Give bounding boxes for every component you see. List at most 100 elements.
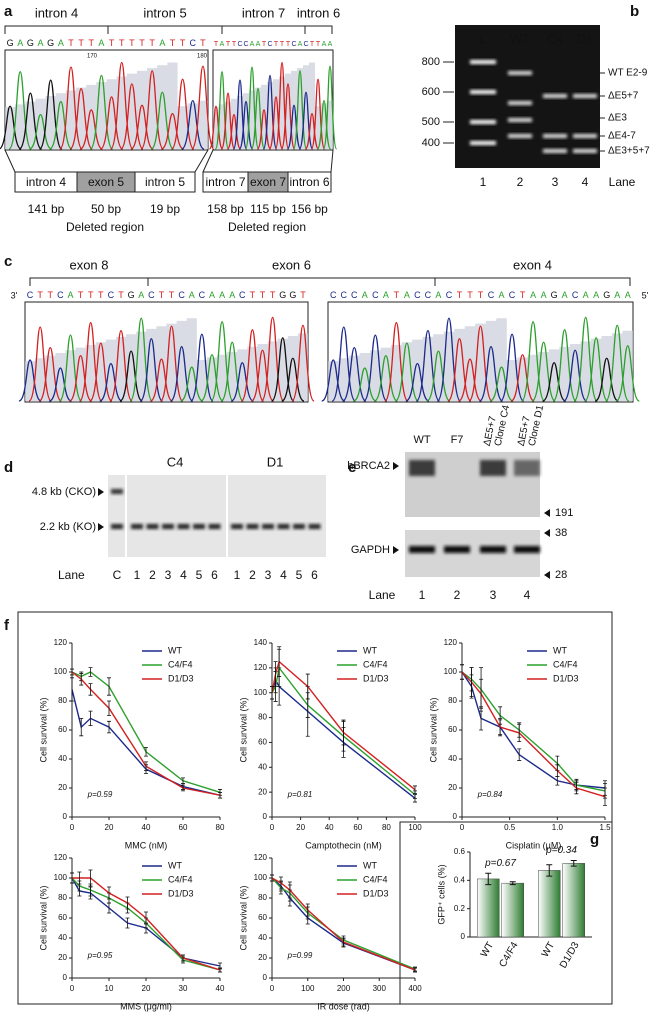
error-bar — [469, 667, 474, 698]
error-bar — [88, 667, 93, 677]
error-bar — [79, 673, 84, 686]
trace-peak — [281, 357, 305, 402]
blot-band — [514, 546, 540, 553]
trace-peak — [226, 113, 242, 150]
trace-peak — [0, 105, 22, 150]
series-line — [71, 877, 221, 971]
trace-peak — [38, 346, 63, 402]
y-tick-label: 120 — [254, 853, 268, 862]
x-axis-label: MMS (μg/ml) — [120, 1001, 172, 1011]
region-size: 141 bp — [28, 202, 65, 216]
x-tick-label: 60 — [353, 823, 362, 832]
y-tick-label: 40 — [58, 933, 67, 942]
lane-header: L — [479, 31, 486, 46]
error-bar — [88, 710, 93, 727]
blot-band — [193, 524, 205, 529]
trace-peak — [373, 354, 398, 402]
trace-peak — [49, 100, 73, 150]
trace-peak — [238, 100, 254, 150]
lane-number: 4 — [582, 175, 589, 189]
trace-peak — [331, 326, 356, 402]
bracket — [304, 25, 333, 34]
x-tick-label: 300 — [373, 984, 387, 993]
blot-band — [111, 489, 123, 494]
trace-peak — [220, 341, 244, 402]
region-label: exon 5 — [88, 175, 124, 189]
arrowhead — [544, 571, 550, 579]
annotation: p=0.81 — [287, 790, 313, 799]
error-bar — [305, 673, 310, 700]
x-tick-label: 200 — [337, 984, 351, 993]
trace-peak — [8, 71, 33, 150]
ladder-label: 800 — [422, 56, 440, 68]
lane-number: 4 — [524, 588, 531, 602]
trace-peak — [180, 366, 204, 402]
x-tick-label: 40 — [325, 823, 334, 832]
trace-peak — [322, 65, 338, 150]
blot-band — [480, 460, 506, 476]
band-label: ΔE3+5+7 — [608, 146, 650, 157]
connector — [202, 149, 214, 173]
lane-number: 5 — [196, 568, 203, 582]
trace-peak — [240, 329, 265, 402]
y-tick-label: 40 — [258, 933, 267, 942]
bracket-label: intron 7 — [242, 5, 285, 20]
legend-label: C4/F4 — [363, 874, 388, 884]
trace-peak — [18, 359, 42, 402]
trace-peak — [129, 317, 153, 402]
error-bar — [107, 886, 111, 900]
trace-peak — [159, 325, 184, 402]
trace-peak — [274, 61, 290, 150]
region-caption: Deleted region — [66, 220, 144, 234]
lane-title: Lane — [58, 568, 85, 582]
gel-band — [508, 134, 532, 138]
error-bar — [144, 747, 148, 757]
trace-peak — [190, 333, 214, 402]
error-bar — [498, 718, 503, 737]
error-bar — [574, 781, 579, 795]
lane-number: 4 — [280, 568, 287, 582]
x-tick-label: 0 — [270, 823, 275, 832]
bracket — [4, 25, 109, 34]
x-tick-label: 80 — [382, 823, 391, 832]
trace-peak — [28, 326, 52, 402]
legend-label: C4/F4 — [553, 659, 578, 669]
trace-peak — [394, 342, 420, 402]
bracket-label: intron 4 — [35, 5, 78, 20]
panel-letter: g — [590, 831, 599, 848]
error-bar — [460, 664, 464, 680]
bracket-label: intron 6 — [297, 5, 340, 20]
series-line — [271, 678, 416, 799]
panel-letter: a — [4, 3, 13, 20]
lane-header: WT — [510, 31, 530, 46]
blot-band — [480, 546, 506, 553]
x-tick-label: 20 — [142, 984, 151, 993]
trace-peak — [542, 362, 567, 402]
y-tick-label: 0.2 — [454, 904, 466, 913]
trace-peak — [29, 113, 52, 150]
region-box — [134, 171, 196, 193]
bracket — [434, 277, 631, 286]
y-tick-label: 40 — [448, 754, 457, 763]
x-tick-label: 10 — [105, 984, 114, 993]
gel-band — [508, 101, 532, 105]
x-tick-label: 1.0 — [552, 823, 564, 832]
lane-number: 2 — [149, 568, 156, 582]
trace-peak — [468, 325, 493, 402]
y-tick-label: 60 — [258, 738, 267, 747]
gel-band — [543, 149, 567, 153]
trace-peak — [256, 109, 272, 150]
lane-number: 2 — [454, 588, 461, 602]
y-tick-label: 20 — [58, 783, 67, 792]
trace-peak — [130, 104, 154, 150]
error-bar — [555, 764, 560, 777]
clone-label: C4 — [167, 454, 184, 469]
trace-peak — [499, 333, 525, 402]
blot-band — [308, 524, 321, 529]
band-label: ΔE4-7 — [608, 131, 636, 142]
trace-peak — [214, 71, 230, 150]
trace-peak — [120, 83, 144, 150]
lane-header: F7 — [451, 434, 464, 446]
y-tick-label: 20 — [258, 953, 267, 962]
trace-peak — [191, 65, 215, 150]
